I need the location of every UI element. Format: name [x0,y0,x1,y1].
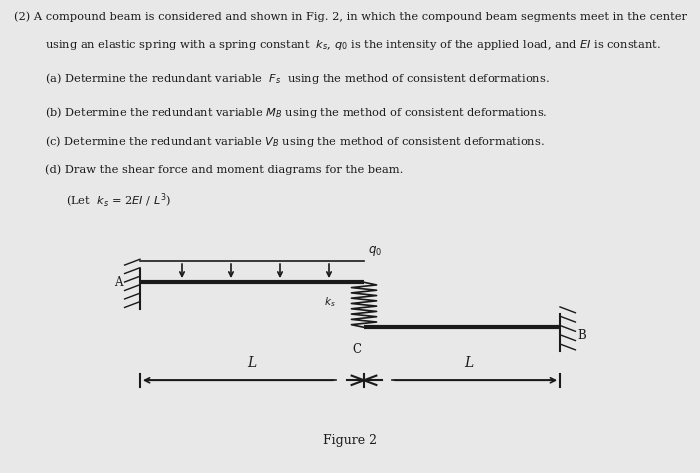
Text: A: A [114,276,122,289]
Text: using an elastic spring with a spring constant  $k_s$, $q_0$ is the intensity of: using an elastic spring with a spring co… [45,38,661,52]
Text: L: L [247,356,257,370]
Text: $k_s$: $k_s$ [324,295,336,309]
Text: (b) Determine the redundant variable $M_B$ using the method of consistent deform: (b) Determine the redundant variable $M_… [45,105,547,120]
Text: B: B [578,329,587,342]
Text: (c) Determine the redundant variable $V_B$ using the method of consistent deform: (c) Determine the redundant variable $V_… [45,134,545,149]
Text: (Let  $k_s$ = 2$EI$ / $L^3$): (Let $k_s$ = 2$EI$ / $L^3$) [66,192,171,210]
Text: Figure 2: Figure 2 [323,434,377,447]
Text: L: L [464,356,474,370]
Text: (2) A compound beam is considered and shown in Fig. 2, in which the compound bea: (2) A compound beam is considered and sh… [14,11,687,22]
Text: (d) Draw the shear force and moment diagrams for the beam.: (d) Draw the shear force and moment diag… [45,165,403,175]
Text: (a) Determine the redundant variable  $F_s$  using the method of consistent defo: (a) Determine the redundant variable $F_… [45,71,550,87]
Text: $q_0$: $q_0$ [368,245,382,258]
Text: C: C [353,343,361,356]
